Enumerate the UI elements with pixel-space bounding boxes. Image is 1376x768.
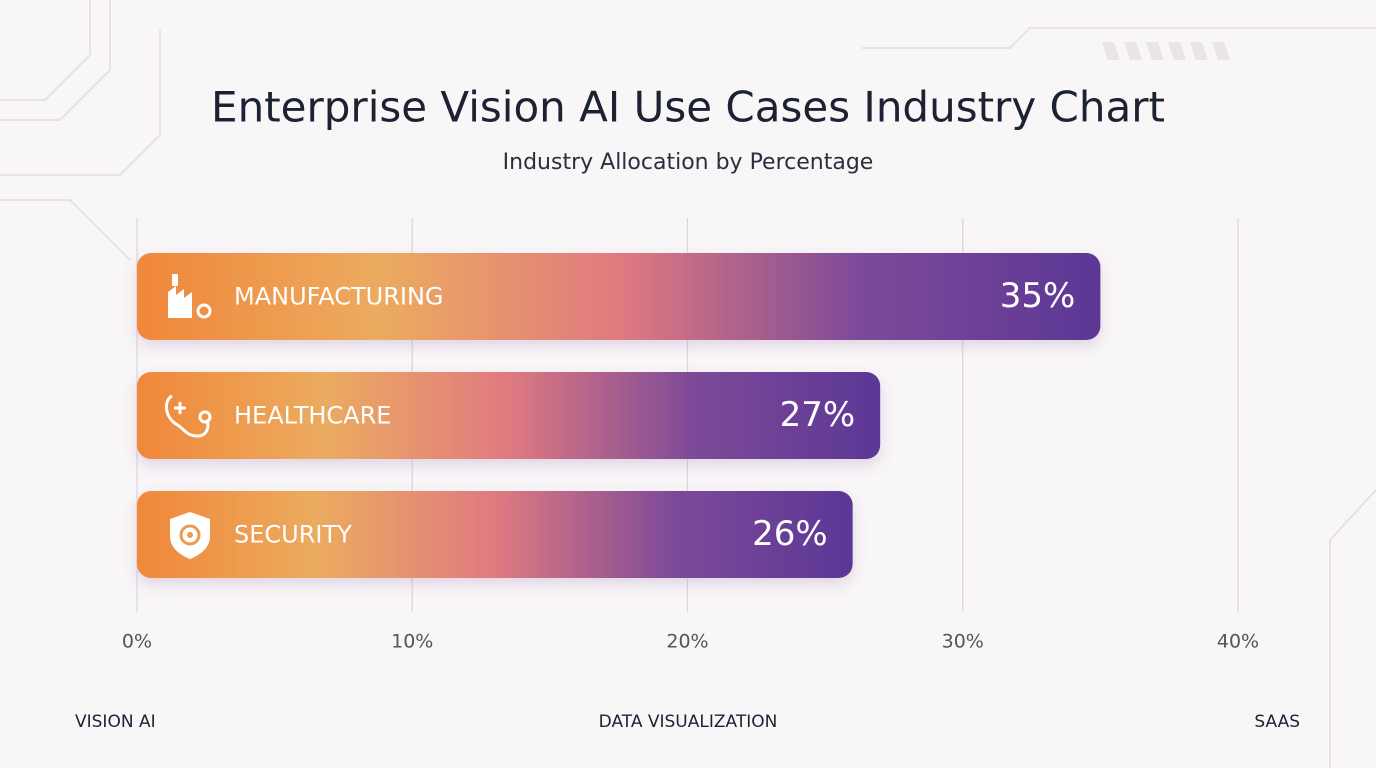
bar (137, 372, 881, 459)
chart-title: Enterprise Vision AI Use Cases Industry … (211, 83, 1165, 132)
x-tick-label: 30% (942, 631, 984, 653)
footer-label: DATA VISUALIZATION (599, 712, 778, 732)
x-tick-label: 10% (391, 631, 433, 653)
bar-category-label: HEALTHCARE (234, 402, 391, 430)
icon (196, 303, 212, 319)
bar-icon (168, 274, 212, 319)
bar-value-label: 35% (1000, 276, 1076, 316)
icon (179, 524, 201, 546)
bar-icon (170, 512, 210, 559)
bar-value-label: 26% (752, 514, 828, 554)
chart-subtitle: Industry Allocation by Percentage (503, 150, 874, 175)
x-tick-label: 40% (1217, 631, 1259, 653)
bar (137, 253, 1101, 340)
footer-label: SAAS (1254, 712, 1300, 732)
bar (137, 491, 853, 578)
icon (168, 274, 192, 318)
bar-icon (165, 394, 212, 438)
x-tick-label: 0% (122, 631, 152, 653)
bar-category-label: SECURITY (234, 521, 352, 549)
icon (165, 394, 210, 438)
icon (174, 402, 186, 414)
icon (198, 410, 212, 424)
bar-value-label: 27% (780, 395, 856, 435)
icon (187, 532, 193, 538)
footer-label: VISION AI (75, 712, 156, 732)
x-tick-label: 20% (666, 631, 708, 653)
bar-category-label: MANUFACTURING (234, 283, 444, 311)
